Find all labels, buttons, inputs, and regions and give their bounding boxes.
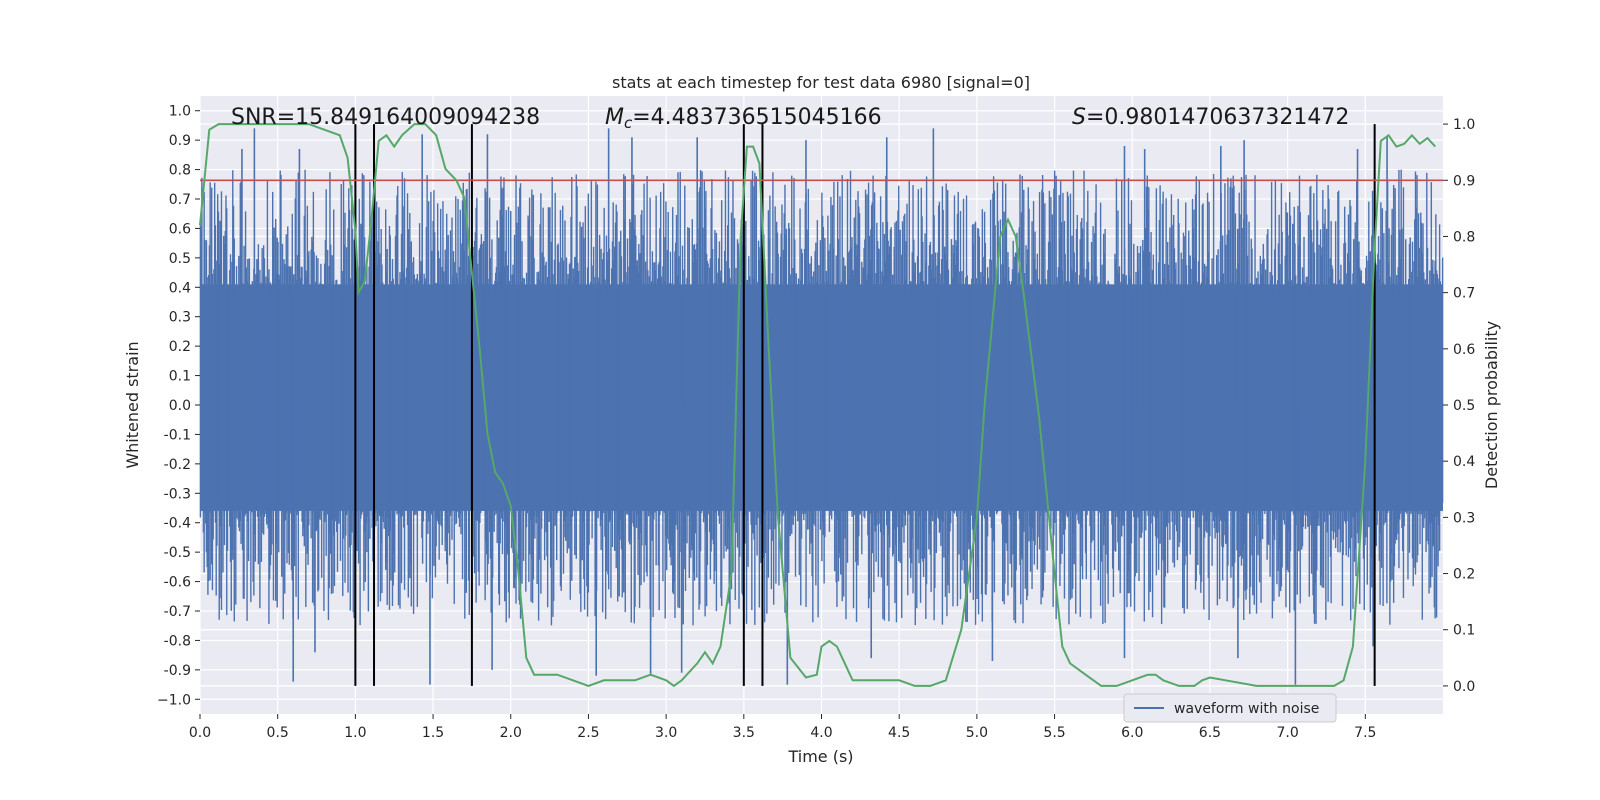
waveform-series bbox=[199, 128, 1444, 685]
x-tick-label: 3.0 bbox=[655, 725, 677, 741]
x-tick-label: 5.0 bbox=[966, 725, 988, 741]
left-tick-label: -0.7 bbox=[164, 604, 191, 620]
x-tick-label: 4.5 bbox=[888, 725, 910, 741]
right-tick-label: 0.8 bbox=[1453, 229, 1475, 245]
x-tick-label: 2.5 bbox=[577, 725, 599, 741]
right-tick-label: 0.2 bbox=[1453, 567, 1475, 583]
left-axis-title: Whitened strain bbox=[123, 341, 142, 468]
left-tick-label: -0.8 bbox=[164, 633, 191, 649]
left-tick-label: 0.6 bbox=[169, 221, 191, 237]
legend-label: waveform with noise bbox=[1174, 701, 1319, 717]
x-tick-label: 5.5 bbox=[1043, 725, 1065, 741]
right-tick-label: 0.9 bbox=[1453, 173, 1475, 189]
left-tick-label: -0.1 bbox=[164, 427, 191, 443]
snr-annotation: SNR=15.849164009094238 bbox=[231, 105, 540, 130]
right-tick-label: 0.7 bbox=[1453, 286, 1475, 302]
right-tick-label: 0.4 bbox=[1453, 454, 1475, 470]
left-tick-label: 0.7 bbox=[169, 192, 191, 208]
left-tick-label: 0.3 bbox=[169, 310, 191, 326]
x-tick-label: 7.0 bbox=[1276, 725, 1298, 741]
left-tick-label: 0.1 bbox=[169, 369, 191, 385]
mc-subscript: c bbox=[624, 114, 633, 132]
right-tick-label: 0.3 bbox=[1453, 510, 1475, 526]
right-tick-label: 0.6 bbox=[1453, 342, 1475, 358]
x-axis-title: Time (s) bbox=[787, 747, 853, 766]
x-tick-label: 1.5 bbox=[422, 725, 444, 741]
x-tick-label: 6.5 bbox=[1199, 725, 1221, 741]
s-annotation: S=0.9801470637321472 bbox=[1072, 105, 1349, 130]
right-tick-label: 0.5 bbox=[1453, 398, 1475, 414]
x-tick-label: 7.5 bbox=[1354, 725, 1376, 741]
left-tick-label: -0.3 bbox=[164, 486, 191, 502]
s-symbol: S bbox=[1072, 105, 1086, 130]
legend-box bbox=[1123, 693, 1337, 723]
left-tick-label: -0.5 bbox=[164, 545, 191, 561]
right-axis-title: Detection probability bbox=[1482, 321, 1501, 489]
x-tick-label: 0.0 bbox=[189, 725, 211, 741]
left-tick-label: 0.9 bbox=[169, 133, 191, 149]
left-tick-label: -0.9 bbox=[164, 663, 191, 679]
x-tick-label: 6.0 bbox=[1121, 725, 1143, 741]
left-tick-label: -0.4 bbox=[164, 516, 191, 532]
chart-title: stats at each timestep for test data 698… bbox=[612, 73, 1030, 92]
legend: waveform with noise bbox=[1123, 693, 1337, 723]
left-tick-label: -0.6 bbox=[164, 575, 191, 591]
left-tick-label: 0.2 bbox=[169, 339, 191, 355]
right-tick-label: 1.0 bbox=[1453, 117, 1475, 133]
right-tick-label: 0.1 bbox=[1453, 623, 1475, 639]
left-tick-label: −1.0 bbox=[157, 692, 191, 708]
left-tick-label: -0.2 bbox=[164, 457, 191, 473]
x-tick-label: 1.0 bbox=[344, 725, 366, 741]
s-value: =0.9801470637321472 bbox=[1086, 105, 1349, 130]
left-tick-label: 0.8 bbox=[169, 163, 191, 179]
probability-line bbox=[199, 123, 1436, 688]
mc-value: =4.483736515045166 bbox=[632, 105, 881, 130]
right-tick-label: 0.0 bbox=[1453, 679, 1475, 695]
x-tick-label: 4.0 bbox=[810, 725, 832, 741]
right-tick-labels: 1.0 0.9 0.8 0.7 0.6 0.5 0.4 0.3 0.2 0.1 0.0 bbox=[1443, 117, 1475, 695]
left-tick-label: 0.4 bbox=[169, 280, 191, 296]
x-tick-label: 2.0 bbox=[500, 725, 522, 741]
x-tick-label: 0.5 bbox=[267, 725, 289, 741]
left-tick-label: 0.0 bbox=[169, 398, 191, 414]
left-tick-labels: 1.0 0.9 0.8 0.7 0.6 0.5 0.4 0.3 0.2 0.1 0.0 -0.1 -0.… bbox=[157, 104, 200, 708]
x-tick-labels: 0.0 0.5 1.0 1.5 2.0 2.5 3.0 3.5 4.0 4.5 5.0 5.5 6.0 6… bbox=[189, 714, 1376, 741]
left-tick-label: 0.5 bbox=[169, 251, 191, 267]
x-tick-label: 3.5 bbox=[733, 725, 755, 741]
mc-annotation: Mc=4.483736515045166 bbox=[605, 105, 882, 132]
mc-symbol: M bbox=[605, 105, 624, 130]
left-tick-label: 1.0 bbox=[169, 104, 191, 120]
